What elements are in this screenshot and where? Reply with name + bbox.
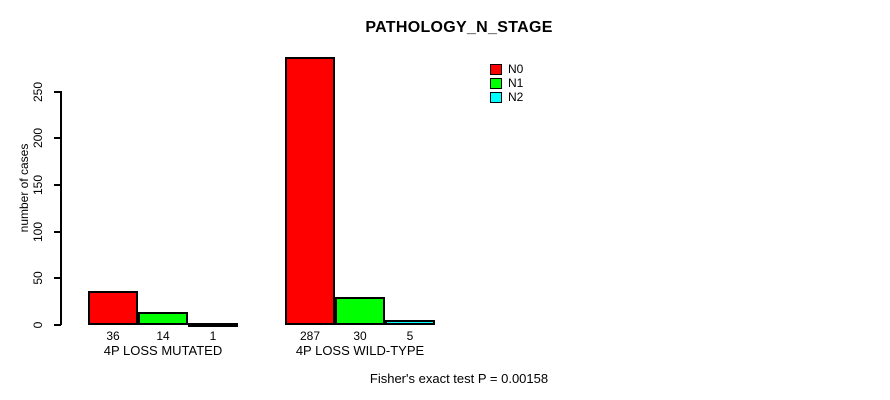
- bar-value-label: 5: [406, 329, 414, 343]
- bar-n2-group2: [385, 320, 435, 325]
- y-axis-tick: [54, 137, 61, 140]
- bar-value-label: 14: [156, 329, 170, 343]
- y-axis-tick: [54, 277, 61, 280]
- y-axis-tick-label: 250: [31, 81, 45, 102]
- bar-n0-group2: [285, 57, 335, 325]
- legend-label: N2: [508, 90, 524, 104]
- y-axis-tick: [54, 90, 61, 93]
- legend-swatch-n0: [490, 64, 502, 75]
- category-label: 4P LOSS MUTATED: [103, 343, 223, 358]
- y-axis-tick: [54, 183, 61, 186]
- y-axis-tick-label: 50: [31, 271, 45, 285]
- legend-swatch-n2: [490, 92, 502, 103]
- y-axis-tick: [54, 230, 61, 233]
- legend-label: N1: [508, 76, 524, 90]
- legend-item: N2: [490, 90, 524, 104]
- category-label: 4P LOSS WILD-TYPE: [295, 343, 425, 358]
- y-axis-tick-label: 150: [31, 174, 45, 195]
- y-axis-tick-label: 100: [31, 221, 45, 242]
- chart-title: PATHOLOGY_N_STAGE: [365, 19, 553, 36]
- legend-item: N0: [490, 62, 524, 76]
- y-axis-line: [60, 91, 62, 325]
- legend: N0 N1 N2: [490, 62, 524, 104]
- bar-value-label: 36: [106, 329, 120, 343]
- legend-swatch-n1: [490, 78, 502, 89]
- bar-n1-group1: [138, 312, 188, 325]
- bar-n1-group2: [335, 297, 385, 325]
- legend-label: N0: [508, 62, 524, 76]
- y-axis-tick: [54, 324, 61, 326]
- bar-value-label: 30: [353, 329, 367, 343]
- bar-value-label: 287: [299, 329, 321, 343]
- y-axis-tick-label: 200: [31, 128, 45, 149]
- bar-n2-group1: [188, 323, 238, 327]
- legend-item: N1: [490, 76, 524, 90]
- y-axis-title: number of cases: [17, 143, 31, 233]
- stat-test-caption: Fisher's exact test P = 0.00158: [369, 371, 549, 386]
- y-axis-tick-label: 0: [31, 321, 45, 329]
- bar-n0-group1: [88, 291, 138, 325]
- bar-value-label: 1: [209, 329, 217, 343]
